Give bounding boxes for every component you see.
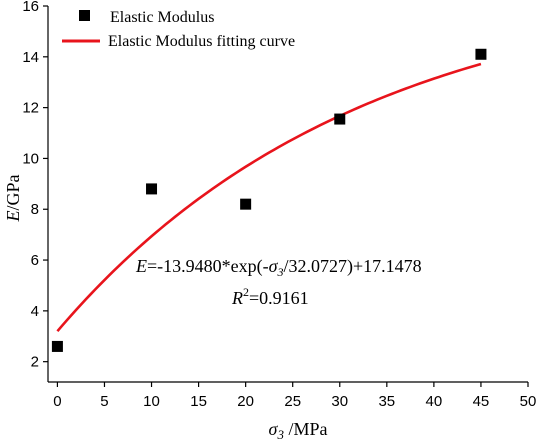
r-squared: R2=0.9161 xyxy=(231,285,309,308)
r2-sup: 2 xyxy=(243,285,249,299)
data-point-square xyxy=(51,340,63,352)
x-tick-label: 30 xyxy=(331,393,348,410)
x-tick-label: 15 xyxy=(190,393,207,410)
y-axis-title: E/GPa xyxy=(3,174,23,222)
x-axis-title: σ3 /MPa xyxy=(269,419,328,442)
y-tick-label: 2 xyxy=(31,354,39,371)
data-points xyxy=(51,48,487,352)
x-tick-label: 35 xyxy=(378,393,395,410)
equation-suffix: /32.0727)+17.1478 xyxy=(284,256,422,277)
legend-label-curve: Elastic Modulus fitting curve xyxy=(108,33,295,50)
legend-marker-square xyxy=(79,10,90,21)
x-tick-label: 0 xyxy=(53,393,61,410)
fit-curve-line xyxy=(56,62,482,333)
axis-ticks: 0 5 10 15 20 25 30 35 40 45 50 2 4 6 8 10 12 14 16 xyxy=(22,0,536,410)
y-tick-label: 6 xyxy=(31,252,39,269)
y-tick-label: 16 xyxy=(22,0,39,15)
data-point-square xyxy=(240,198,252,210)
y-tick-label: 10 xyxy=(22,150,39,167)
y-tick-label: 12 xyxy=(22,100,39,117)
x-axis-sigma-sub: 3 xyxy=(276,427,284,442)
y-tick-label: 8 xyxy=(31,201,39,218)
x-tick-label: 20 xyxy=(237,393,254,410)
x-tick-label: 10 xyxy=(143,393,160,410)
data-point-square xyxy=(475,48,487,60)
equation-e-symbol: E xyxy=(135,256,147,276)
legend-label-points: Elastic Modulus xyxy=(110,9,214,26)
y-axis-e: E xyxy=(3,211,23,223)
y-axis-unit: /GPa xyxy=(3,174,23,210)
x-tick-label: 40 xyxy=(426,393,443,410)
fit-curve-layer xyxy=(56,62,482,333)
x-axis-unit: /MPa xyxy=(284,419,328,439)
r2-r-symbol: R xyxy=(231,288,243,308)
x-tick-label: 50 xyxy=(520,393,537,410)
equation-prefix: =-13.9480*exp(- xyxy=(147,256,269,277)
y-tick-label: 4 xyxy=(31,303,39,320)
data-point-square xyxy=(334,113,346,125)
r2-value: =0.9161 xyxy=(249,288,309,308)
y-tick-label: 14 xyxy=(22,49,39,66)
fit-equation: E=-13.9480*exp(-σ3/32.0727)+17.1478 xyxy=(135,256,422,279)
data-point-square xyxy=(146,183,158,195)
axes xyxy=(47,6,528,383)
x-tick-label: 5 xyxy=(100,393,108,410)
x-tick-label: 25 xyxy=(284,393,301,410)
equation-sigma: σ xyxy=(269,256,279,276)
legend: Elastic Modulus Elastic Modulus fitting … xyxy=(62,9,295,50)
x-tick-label: 45 xyxy=(473,393,490,410)
equation-sigma-sub: 3 xyxy=(277,265,284,279)
x-axis-sigma: σ xyxy=(269,419,279,439)
